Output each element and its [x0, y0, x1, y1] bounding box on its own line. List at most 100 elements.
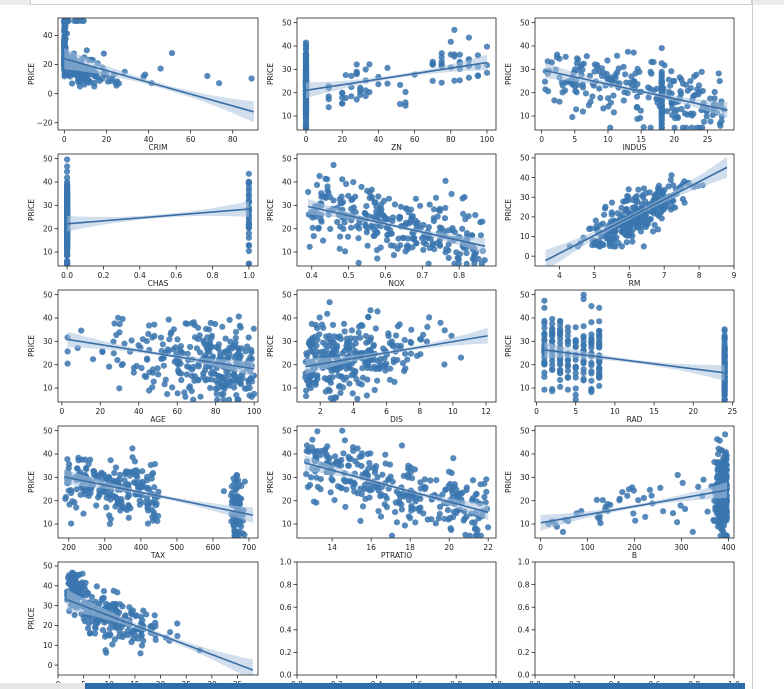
data-point: [557, 383, 564, 390]
data-point: [309, 348, 316, 355]
data-point: [450, 455, 457, 462]
regression-line: [305, 61, 488, 92]
y-tick-label: 0: [48, 661, 53, 670]
data-point: [448, 190, 455, 198]
data-point: [722, 431, 729, 438]
data-point: [159, 355, 166, 362]
data-point: [457, 354, 465, 361]
data-point: [205, 342, 212, 349]
data-point: [106, 363, 113, 370]
data-point: [149, 369, 157, 376]
data-point: [348, 93, 355, 100]
data-point: [542, 86, 549, 93]
data-point: [707, 118, 714, 125]
data-point: [401, 368, 408, 375]
x-tick-label: 20: [688, 407, 698, 416]
y-tick-label: 30: [520, 193, 530, 202]
data-point: [114, 589, 121, 596]
y-tick-label: 10: [282, 248, 292, 257]
data-point: [93, 502, 100, 509]
y-tick-label: 50: [520, 154, 530, 163]
y-axis-label: PRICE: [266, 471, 275, 493]
data-point: [426, 314, 433, 321]
data-point: [359, 503, 367, 510]
y-tick-label: 50: [43, 562, 53, 571]
x-tick-label: 6: [384, 407, 389, 416]
data-point: [326, 299, 333, 306]
data-point: [715, 70, 722, 77]
data-point: [111, 636, 118, 643]
data-point: [302, 57, 310, 64]
data-point: [79, 485, 86, 492]
data-point: [345, 192, 352, 199]
data-point: [325, 96, 332, 103]
data-point: [96, 77, 103, 84]
data-point: [71, 611, 78, 619]
data-point: [165, 316, 172, 323]
data-point: [368, 223, 376, 230]
data-point: [382, 460, 389, 467]
data-point: [141, 372, 148, 380]
data-point: [612, 227, 619, 234]
data-point: [433, 477, 440, 484]
data-point: [463, 250, 470, 257]
x-tick-label: 0: [59, 407, 64, 416]
data-point: [571, 83, 578, 90]
y-tick-label: 50: [43, 154, 53, 163]
y-tick-label: 20: [43, 224, 53, 233]
data-point: [144, 520, 151, 527]
data-point: [245, 224, 252, 231]
data-point: [588, 336, 595, 343]
data-point: [646, 486, 654, 493]
data-point: [477, 532, 484, 538]
data-point: [157, 334, 165, 341]
data-point: [151, 612, 158, 619]
data-point: [413, 240, 420, 247]
data-point: [342, 94, 349, 102]
data-point: [311, 379, 319, 386]
bottom-scrollbar-track[interactable]: [0, 683, 85, 689]
data-point: [615, 239, 622, 247]
data-point: [434, 213, 441, 220]
data-point: [424, 516, 431, 523]
data-point: [99, 470, 106, 478]
x-tick-label: 0.4: [134, 271, 146, 280]
data-point: [596, 382, 603, 389]
data-point: [107, 457, 114, 464]
data-point: [711, 88, 718, 96]
data-point: [645, 94, 652, 101]
x-tick-label: 4: [351, 407, 356, 416]
data-point: [721, 382, 728, 390]
scatter-points-1: [302, 26, 491, 130]
data-point: [394, 323, 401, 330]
y-tick-label: 10: [43, 520, 53, 529]
data-point: [623, 79, 630, 86]
data-point: [556, 55, 563, 62]
y-tick-label: 10: [282, 384, 292, 393]
data-point: [472, 491, 479, 498]
data-point: [383, 495, 390, 502]
data-point: [203, 325, 210, 332]
data-point: [312, 321, 319, 329]
data-point: [658, 77, 665, 84]
data-point: [138, 642, 146, 649]
data-point: [658, 117, 665, 124]
data-point: [650, 228, 657, 235]
data-point: [365, 465, 372, 472]
data-point: [421, 483, 428, 490]
data-point: [674, 114, 682, 121]
data-point: [614, 52, 621, 59]
data-point: [721, 340, 728, 347]
data-point: [218, 383, 226, 390]
data-point: [309, 224, 316, 231]
data-point: [417, 336, 424, 343]
data-point: [353, 68, 360, 75]
x-tick-label: 20: [337, 135, 347, 144]
data-point: [620, 97, 627, 104]
data-point: [154, 365, 161, 372]
data-point: [580, 295, 587, 303]
bottom-scrollbar-thumb[interactable]: [85, 683, 745, 689]
data-point: [207, 384, 214, 392]
data-point: [583, 53, 590, 60]
data-point: [483, 43, 491, 50]
